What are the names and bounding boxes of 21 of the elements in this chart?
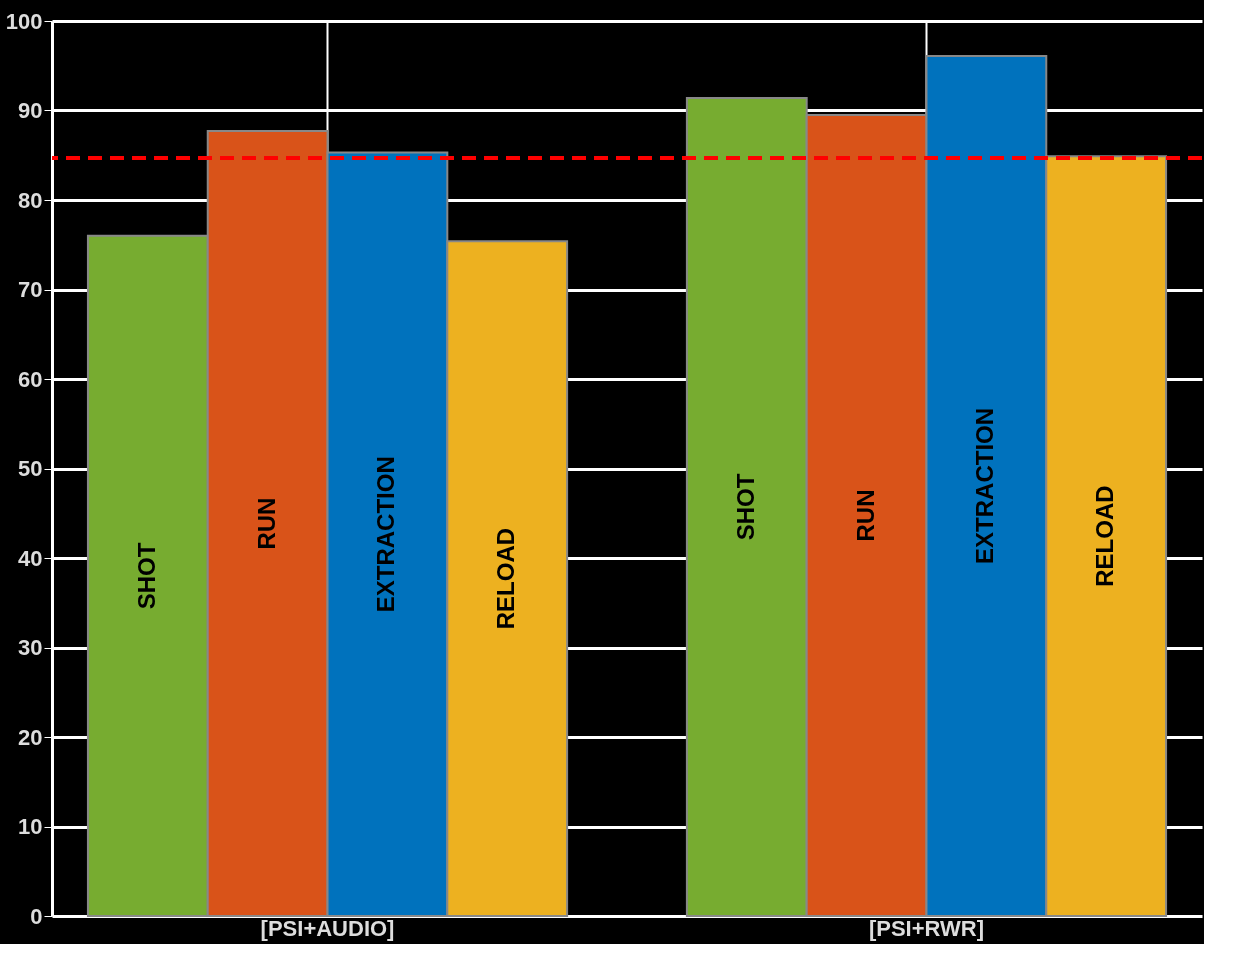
y-tick-label: 20 bbox=[18, 724, 43, 750]
text: RUN bbox=[252, 497, 280, 550]
y-tick-label: 80 bbox=[18, 187, 43, 213]
y-tick-label: 0 bbox=[30, 903, 43, 929]
y-tick-label: 60 bbox=[18, 366, 43, 392]
series-label: EXTRACTION bbox=[971, 407, 999, 564]
text: EXTRACTION bbox=[372, 456, 400, 613]
x-tick-label: [PSI+AUDIO] bbox=[260, 915, 395, 941]
series-label: RELOAD bbox=[492, 527, 520, 630]
text: SHOT bbox=[132, 542, 160, 610]
series-label: RUN bbox=[851, 489, 879, 542]
y-tick-label: 40 bbox=[18, 545, 43, 571]
y-tick-label: 30 bbox=[18, 635, 43, 660]
y-tick-label: 10 bbox=[18, 814, 43, 839]
y-tick-label: 50 bbox=[18, 456, 43, 481]
series-label: SHOT bbox=[731, 473, 759, 541]
text: RELOAD bbox=[1091, 485, 1119, 587]
x-tick-label: [PSI+RWR] bbox=[868, 915, 985, 941]
y-tick-label: 100 bbox=[5, 8, 43, 34]
y-tick-label: 90 bbox=[18, 98, 43, 123]
y-tick-label: 70 bbox=[18, 277, 43, 302]
